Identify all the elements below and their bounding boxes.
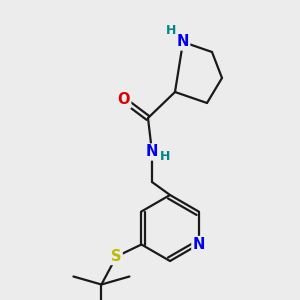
Text: S: S	[111, 249, 122, 264]
Text: N: N	[192, 237, 205, 252]
Text: H: H	[160, 151, 170, 164]
Text: O: O	[118, 92, 130, 107]
Text: N: N	[146, 145, 158, 160]
Text: N: N	[177, 34, 189, 50]
Text: H: H	[166, 23, 176, 37]
